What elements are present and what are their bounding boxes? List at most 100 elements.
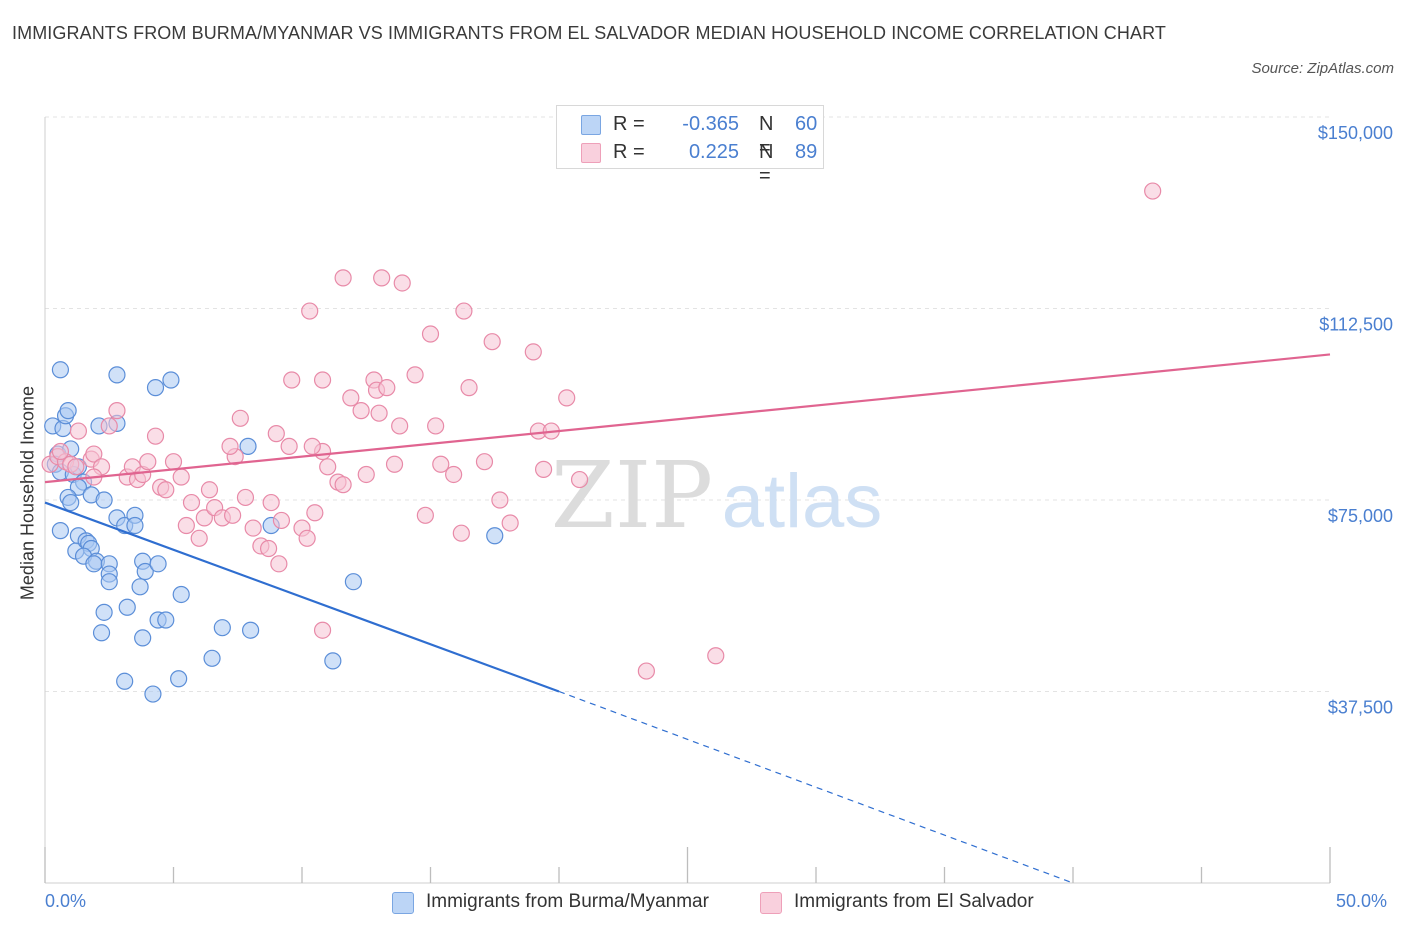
y-tick-labels: $37,500 $75,000 $112,500 $150,000: [1318, 123, 1393, 718]
burma-point: [344, 573, 362, 591]
el-salvador-point: [334, 269, 352, 287]
legend-n-value-burma: 60: [795, 113, 818, 135]
burma-point: [172, 585, 190, 604]
el-salvador-point: [244, 519, 262, 537]
burma-trend-extension: [558, 690, 1074, 884]
el-salvador-point: [67, 458, 85, 476]
burma-point: [126, 516, 144, 535]
burma-point: [116, 672, 134, 690]
data-points: [41, 182, 1162, 703]
el-salvador-point: [491, 491, 509, 509]
legend-r-label: R =: [613, 141, 645, 163]
bottom-legend-swatch-burma: [392, 892, 414, 914]
el-salvador-point: [139, 453, 157, 471]
el-salvador-point: [313, 371, 332, 389]
legend-n-value-el-salvador: 89: [795, 141, 818, 163]
el-salvador-point: [303, 437, 321, 455]
gridlines: [45, 116, 1330, 692]
trend-lines: [44, 353, 1331, 884]
el-salvador-point: [421, 325, 440, 343]
legend-r-value-el-salvador: 0.225: [688, 141, 739, 163]
legend-swatch-el-salvador: [581, 143, 601, 163]
watermark-atlas: atlas: [722, 459, 883, 544]
el-salvador-point: [51, 442, 70, 461]
source-credit: Source: ZipAtlas.com: [1251, 60, 1394, 77]
el-salvador-point: [637, 662, 655, 680]
el-salvador-point: [231, 409, 249, 427]
y-tick-label: $112,500: [1319, 315, 1393, 335]
burma-point: [108, 366, 126, 384]
x-tick-min: 0.0%: [45, 891, 87, 911]
burma-point: [144, 685, 162, 703]
el-salvador-point: [406, 366, 424, 384]
el-salvador-point: [393, 274, 411, 292]
el-salvador-point: [270, 555, 288, 573]
el-salvador-point: [283, 371, 301, 389]
burma-trend-line: [44, 501, 560, 693]
el-salvador-point: [306, 504, 324, 522]
burma-point: [51, 522, 70, 540]
el-salvador-point: [267, 425, 285, 443]
burma-point: [242, 621, 260, 639]
watermark: ZIP atlas: [551, 442, 882, 549]
legend-r-label: R =: [613, 113, 645, 135]
burma-point: [146, 379, 165, 397]
burma-point: [486, 527, 504, 545]
burma-point: [157, 611, 175, 629]
el-salvador-point: [224, 506, 242, 524]
el-salvador-point: [164, 453, 183, 471]
el-salvador-point: [378, 379, 396, 397]
el-salvador-point: [475, 453, 494, 471]
el-salvador-point: [200, 481, 219, 499]
el-salvador-point: [370, 404, 388, 422]
burma-point: [239, 437, 257, 455]
el-salvador-point: [313, 621, 332, 639]
el-salvador-point: [501, 514, 519, 532]
el-salvador-point: [301, 302, 319, 320]
el-salvador-point: [373, 269, 391, 287]
bottom-legend-label-burma: Immigrants from Burma/Myanmar: [426, 891, 709, 912]
burma-point: [149, 555, 167, 573]
el-salvador-point: [445, 465, 463, 484]
el-salvador-point: [146, 427, 165, 445]
el-salvador-point: [182, 493, 201, 512]
el-salvador-point: [432, 455, 450, 473]
el-salvador-point: [334, 476, 352, 494]
axes: [44, 117, 1331, 884]
burma-point: [324, 652, 342, 670]
el-salvador-point: [570, 470, 589, 489]
el-salvador-point: [100, 417, 118, 435]
el-salvador-point: [108, 402, 126, 420]
legend-n-label: N =: [759, 141, 774, 187]
el-salvador-point: [280, 437, 298, 455]
burma-point: [134, 629, 152, 647]
legend-r-value-burma: -0.365: [682, 113, 739, 135]
el-salvador-point: [259, 539, 278, 558]
burma-point: [95, 603, 113, 621]
el-salvador-point: [177, 516, 195, 535]
el-salvador-point: [157, 481, 175, 499]
el-salvador-point: [69, 422, 88, 440]
el-salvador-point: [319, 458, 337, 476]
burma-point: [85, 555, 103, 573]
el-salvador-point: [1144, 182, 1162, 200]
burma-point: [136, 562, 154, 581]
burma-point: [170, 670, 188, 688]
el-salvador-point: [416, 506, 434, 524]
el-salvador-point: [460, 379, 478, 397]
legend-swatch-burma: [581, 115, 601, 135]
correlation-legend: R = -0.365 N = 60 R = 0.225 N = 89: [556, 105, 824, 187]
el-salvador-point: [558, 389, 576, 407]
el-salvador-point: [262, 493, 280, 512]
burma-point: [213, 619, 231, 637]
el-salvador-trend-line: [44, 353, 1331, 484]
el-salvador-point: [483, 333, 501, 351]
burma-point: [131, 578, 149, 596]
y-tick-label: $150,000: [1318, 123, 1393, 143]
burma-point: [51, 361, 70, 379]
burma-point: [95, 491, 113, 509]
el-salvador-point: [342, 389, 360, 407]
x-tick-max: 50.0%: [1336, 891, 1388, 911]
el-salvador-point: [298, 529, 316, 547]
